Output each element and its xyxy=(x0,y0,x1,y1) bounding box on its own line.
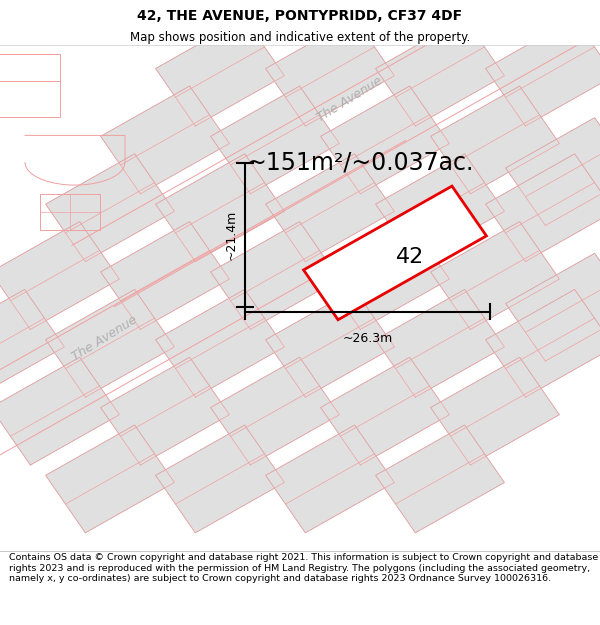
Polygon shape xyxy=(0,357,119,465)
Polygon shape xyxy=(266,425,394,533)
Polygon shape xyxy=(0,222,119,329)
Text: The Avenue: The Avenue xyxy=(70,314,140,364)
Polygon shape xyxy=(506,118,600,226)
Text: ~26.3m: ~26.3m xyxy=(343,332,392,344)
Polygon shape xyxy=(320,86,449,194)
Polygon shape xyxy=(485,289,600,398)
Polygon shape xyxy=(0,289,64,398)
Text: ~151m²/~0.037ac.: ~151m²/~0.037ac. xyxy=(247,151,473,174)
Polygon shape xyxy=(431,222,559,329)
Polygon shape xyxy=(155,154,284,262)
Polygon shape xyxy=(304,186,487,320)
Polygon shape xyxy=(0,141,448,537)
Polygon shape xyxy=(376,18,505,126)
Polygon shape xyxy=(155,18,284,126)
Polygon shape xyxy=(211,222,340,329)
Text: The Avenue: The Avenue xyxy=(315,74,385,124)
Polygon shape xyxy=(155,289,284,398)
Text: 42: 42 xyxy=(396,248,424,268)
Polygon shape xyxy=(266,18,394,126)
Polygon shape xyxy=(376,289,505,398)
Polygon shape xyxy=(320,222,449,329)
Polygon shape xyxy=(266,289,394,398)
Polygon shape xyxy=(211,86,340,194)
Polygon shape xyxy=(211,357,340,465)
Polygon shape xyxy=(485,154,600,262)
Polygon shape xyxy=(376,425,505,533)
Polygon shape xyxy=(266,154,394,262)
Polygon shape xyxy=(101,86,229,194)
Polygon shape xyxy=(101,222,229,329)
Polygon shape xyxy=(46,154,175,262)
Polygon shape xyxy=(155,425,284,533)
Polygon shape xyxy=(431,357,559,465)
Polygon shape xyxy=(485,18,600,126)
Polygon shape xyxy=(431,86,559,194)
Text: ~21.4m: ~21.4m xyxy=(224,210,238,260)
Polygon shape xyxy=(101,357,229,465)
Polygon shape xyxy=(72,0,600,307)
Polygon shape xyxy=(320,357,449,465)
Text: Contains OS data © Crown copyright and database right 2021. This information is : Contains OS data © Crown copyright and d… xyxy=(9,554,598,583)
Polygon shape xyxy=(506,253,600,361)
Polygon shape xyxy=(376,154,505,262)
Polygon shape xyxy=(46,289,175,398)
Text: Map shows position and indicative extent of the property.: Map shows position and indicative extent… xyxy=(130,31,470,44)
Polygon shape xyxy=(46,425,175,533)
Text: 42, THE AVENUE, PONTYPRIDD, CF37 4DF: 42, THE AVENUE, PONTYPRIDD, CF37 4DF xyxy=(137,9,463,23)
